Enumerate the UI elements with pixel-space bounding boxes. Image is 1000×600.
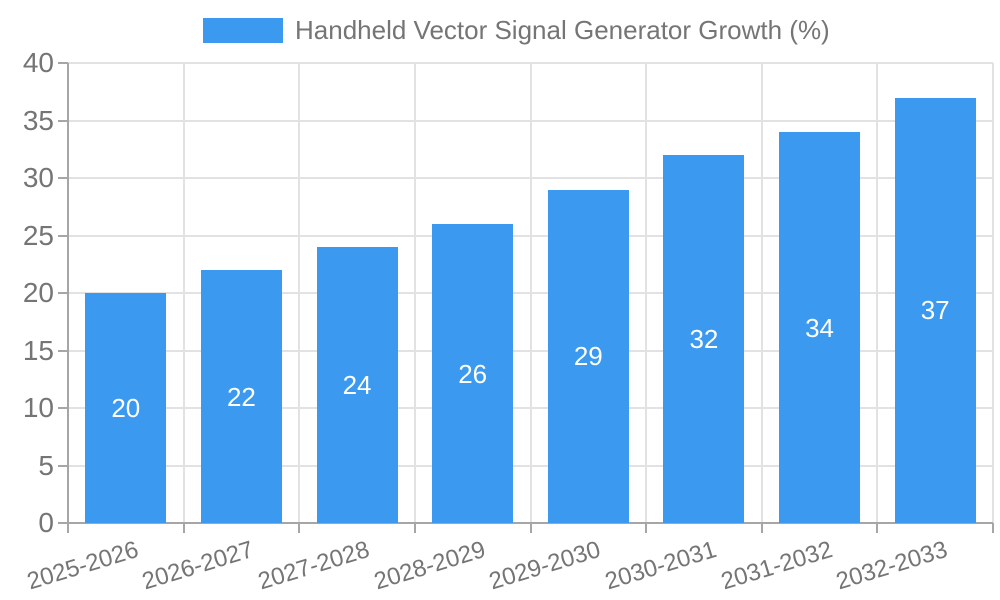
bar-value-label: 20	[111, 393, 141, 423]
bar-value-label: 29	[573, 341, 603, 372]
bar-2027-2028[interactable]	[316, 247, 398, 523]
x-gridline	[645, 63, 648, 523]
y-axis-tick	[58, 119, 68, 122]
y-axis-line	[67, 63, 69, 533]
y-axis-tick	[58, 177, 68, 179]
x-gridline	[182, 63, 185, 523]
y-axis-tick	[58, 62, 68, 64]
legend-swatch-icon[interactable]	[203, 17, 283, 43]
bar-value-label: 32	[689, 324, 719, 354]
y-axis-tick-label: 35	[22, 104, 54, 136]
bar-value-label: 37	[920, 295, 950, 326]
y-axis-tick	[58, 407, 68, 409]
x-axis-tick	[992, 523, 994, 533]
y-axis-tick	[58, 234, 68, 237]
legend-label[interactable]: Handheld Vector Signal Generator Growth …	[295, 15, 830, 45]
x-axis-line	[58, 522, 993, 524]
y-axis-tick-label: 10	[22, 392, 54, 423]
y-axis-tick-label: 0	[38, 507, 54, 538]
y-axis-tick	[58, 349, 68, 352]
chart-legend[interactable]: Handheld Vector Signal Generator Growth …	[203, 14, 830, 46]
x-axis-tick	[298, 523, 301, 533]
y-axis-tick-label: 30	[22, 162, 54, 193]
bar-2031-2032[interactable]	[779, 132, 861, 523]
x-axis-tick	[182, 523, 185, 533]
bar-2025-2026[interactable]	[85, 293, 167, 523]
y-axis-tick-label: 25	[22, 219, 54, 251]
y-axis-tick-label: 40	[22, 47, 54, 78]
x-gridline	[876, 63, 879, 523]
bar-2029-2030[interactable]	[547, 189, 629, 523]
x-gridline	[992, 63, 994, 523]
y-axis-tick-label: 15	[22, 334, 54, 366]
bar-2032-2033[interactable]	[894, 97, 976, 523]
bar-2030-2031[interactable]	[663, 155, 745, 523]
y-axis-tick	[58, 292, 68, 294]
bar-value-label: 26	[458, 358, 488, 389]
bar-2028-2029[interactable]	[432, 224, 514, 523]
x-gridline	[760, 63, 763, 523]
x-axis-tick	[413, 523, 416, 533]
x-axis-tick	[876, 523, 879, 533]
y-axis-tick-label: 20	[22, 277, 54, 308]
y-axis-tick-label: 5	[38, 449, 54, 481]
bar-value-label: 34	[805, 312, 835, 343]
x-axis-tick	[645, 523, 648, 533]
x-gridline	[529, 63, 532, 523]
bar-value-label: 22	[226, 381, 256, 412]
bar-value-label: 24	[342, 370, 372, 400]
x-axis-tick	[760, 523, 763, 533]
bar-2026-2027[interactable]	[200, 270, 282, 523]
x-axis-tick	[529, 523, 532, 533]
x-gridline	[298, 63, 301, 523]
x-gridline	[413, 63, 416, 523]
y-axis-tick	[58, 464, 68, 467]
